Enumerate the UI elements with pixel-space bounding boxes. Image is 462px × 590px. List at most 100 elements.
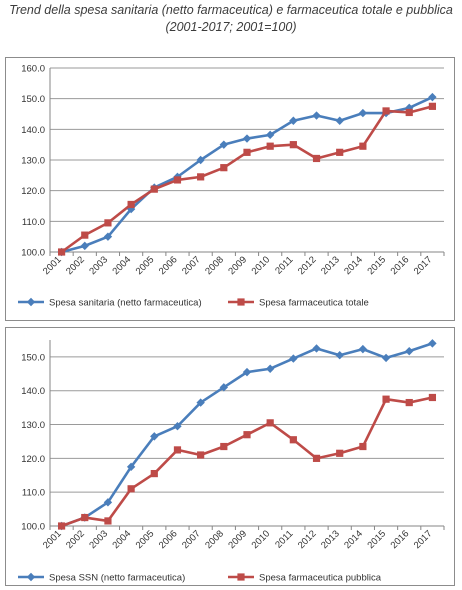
data-point — [405, 398, 413, 407]
y-tick-label: 160.0 — [21, 64, 45, 75]
data-point — [266, 419, 274, 427]
data-point — [196, 398, 205, 407]
data-point — [265, 364, 275, 373]
data-point — [242, 134, 252, 143]
x-tick-label: 2002 — [64, 254, 87, 277]
data-point — [289, 141, 297, 149]
data-point — [80, 241, 89, 251]
data-point — [81, 231, 89, 239]
data-point — [104, 517, 112, 525]
data-point — [312, 344, 321, 353]
x-tick-label: 2008 — [203, 528, 226, 551]
chart-panel-bottom: 100.0 110.0 120.0 130.0 140.0 150.0 2001 2002 20… — [5, 327, 455, 586]
data-point — [382, 395, 390, 403]
data-point — [358, 344, 368, 354]
y-tick-label: 130.0 — [21, 420, 45, 431]
data-point — [428, 393, 437, 402]
x-tick-label: 2016 — [389, 254, 412, 277]
data-point — [220, 442, 228, 451]
data-point — [173, 422, 182, 431]
data-point — [220, 164, 228, 172]
data-point — [242, 367, 252, 377]
series-line — [60, 105, 433, 254]
data-point — [312, 111, 321, 120]
series-line — [61, 95, 433, 254]
data-point — [405, 108, 413, 117]
data-point — [219, 140, 229, 149]
x-tick-label: 2010 — [250, 254, 273, 277]
x-tick-label: 2006 — [157, 254, 180, 277]
data-point — [127, 200, 135, 209]
data-point — [103, 498, 113, 507]
data-point — [336, 148, 344, 156]
y-tick-label: 100.0 — [21, 248, 45, 259]
data-point — [428, 339, 437, 348]
x-tick-label: 2005 — [134, 528, 157, 551]
x-tick-label: 2012 — [296, 528, 319, 551]
data-point — [265, 130, 275, 140]
legend-label: Spesa farmaceutica totale — [259, 298, 369, 309]
y-tick-label: 100.0 — [21, 522, 45, 533]
data-point — [289, 116, 298, 125]
x-tick-label: 2013 — [319, 528, 342, 551]
data-point — [219, 383, 229, 392]
data-point — [173, 176, 182, 184]
legend-marker — [26, 297, 36, 307]
x-tick-label: 2016 — [389, 528, 412, 551]
x-tick-label: 2014 — [342, 528, 365, 551]
data-point — [428, 102, 437, 110]
data-point — [197, 451, 205, 459]
x-tick-label: 2003 — [87, 254, 110, 277]
data-point — [243, 148, 251, 156]
x-tick-label: 2006 — [157, 528, 180, 551]
data-point — [405, 346, 414, 356]
series-line — [61, 396, 433, 528]
x-tick-label: 2010 — [250, 528, 273, 551]
data-point — [150, 469, 158, 478]
y-tick-label: 130.0 — [21, 156, 45, 167]
x-tick-label: 2012 — [296, 254, 319, 277]
data-point — [312, 454, 321, 462]
x-tick-label: 2007 — [180, 254, 203, 277]
data-point — [428, 92, 437, 102]
data-point — [173, 446, 182, 454]
title-line-1: Trend della spesa sanitaria (netto farma… — [9, 3, 453, 17]
data-point — [335, 116, 344, 125]
data-point — [382, 107, 390, 115]
data-point — [150, 185, 158, 193]
x-tick-label: 2009 — [226, 528, 249, 551]
y-tick-label: 140.0 — [21, 386, 45, 397]
legend-label: Spesa farmaceutica pubblica — [259, 573, 382, 584]
data-point — [150, 432, 159, 441]
x-tick-label: 2002 — [64, 528, 87, 551]
chart-title: Trend della spesa sanitaria (netto farma… — [0, 2, 462, 36]
data-point — [359, 442, 367, 451]
data-point — [104, 219, 112, 227]
data-point — [335, 351, 344, 360]
title-line-2: (2001-2017; 2001=100) — [165, 20, 297, 34]
data-point — [289, 436, 297, 444]
legend-marker — [237, 298, 245, 306]
y-tick-label: 110.0 — [22, 488, 45, 499]
data-point — [358, 108, 368, 118]
legend-marker — [237, 573, 245, 581]
x-tick-label: 2011 — [273, 528, 295, 550]
data-point — [359, 142, 367, 150]
x-tick-label: 2008 — [203, 254, 226, 277]
data-point — [127, 485, 135, 493]
data-point — [312, 154, 321, 163]
data-point — [81, 513, 89, 522]
legend-label: Spesa sanitaria (netto farmaceutica) — [49, 298, 202, 309]
data-point — [381, 353, 391, 363]
data-point — [336, 449, 344, 457]
y-tick-label: 120.0 — [21, 454, 45, 465]
chart-panel-top: 100.0 110.0 120.0 130.0 140.0 150.0 160.0 2001 2… — [5, 57, 455, 321]
y-tick-label: 140.0 — [21, 125, 45, 136]
y-tick-label: 150.0 — [21, 94, 45, 105]
x-tick-label: 2015 — [365, 254, 388, 277]
x-tick-label: 2014 — [342, 254, 365, 277]
x-tick-label: 2011 — [273, 254, 295, 276]
x-tick-label: 2015 — [365, 528, 388, 551]
